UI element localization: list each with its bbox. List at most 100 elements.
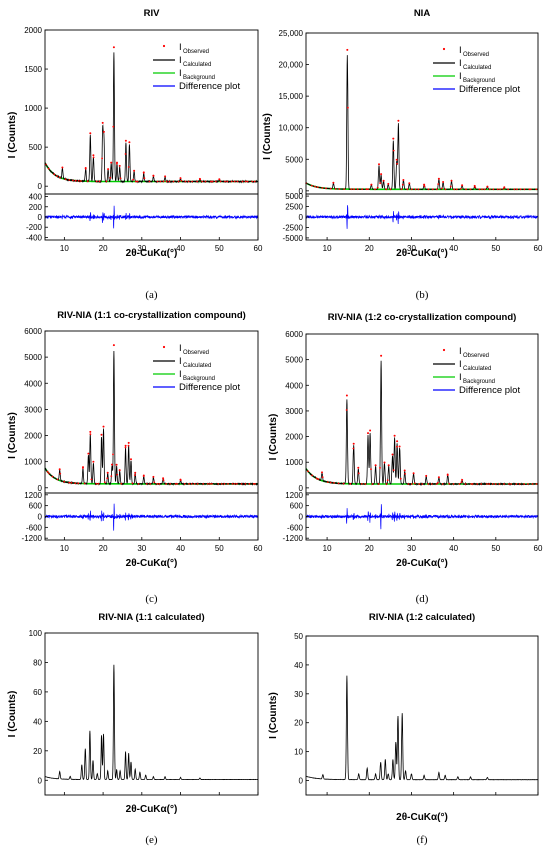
chart-panel-d: RIV-NIA (1:2 co-crystallization compound…	[268, 312, 543, 605]
plot-frame	[305, 32, 539, 195]
observed-point	[371, 483, 374, 485]
observed-point	[401, 183, 404, 186]
observed-point	[174, 483, 177, 485]
y-tick-label: 60	[33, 688, 42, 697]
observed-point	[519, 188, 522, 191]
observed-point	[152, 175, 155, 177]
observed-point	[529, 188, 532, 191]
observed-point	[86, 180, 89, 183]
observed-point	[392, 137, 395, 140]
observed-point	[460, 481, 463, 483]
chart-title: RIV	[144, 8, 161, 19]
observed-point	[455, 188, 458, 191]
observed-point	[135, 180, 137, 183]
panel-caption: (a)	[145, 289, 158, 301]
diff-y-tick-label: -5000	[283, 234, 304, 243]
y-tick-label: 2000	[285, 433, 303, 442]
observed-point	[233, 483, 236, 485]
legend-difference-label: Difference plot	[459, 385, 520, 396]
chart-title: RIV-NIA (1:1 calculated)	[98, 612, 204, 623]
legend-observed-marker	[162, 44, 166, 48]
observed-point	[158, 483, 161, 485]
observed-point	[90, 478, 93, 481]
observed-point	[516, 188, 518, 191]
y-tick-label: 2000	[24, 432, 42, 441]
observed-point	[404, 473, 406, 475]
observed-point	[461, 184, 464, 187]
observed-point	[56, 175, 58, 178]
observed-point	[437, 183, 440, 186]
observed-point	[403, 469, 406, 472]
plot-frame	[44, 330, 259, 494]
panel-caption: (d)	[416, 593, 429, 605]
observed-point	[333, 482, 335, 484]
observed-point	[385, 483, 388, 485]
observed-point	[430, 483, 433, 485]
observed-point	[227, 483, 229, 485]
observed-point	[191, 180, 194, 183]
observed-point	[383, 461, 386, 464]
observed-point	[119, 177, 122, 180]
observed-point	[116, 473, 119, 476]
observed-point	[345, 394, 348, 397]
observed-point	[74, 482, 77, 485]
observed-point	[209, 483, 211, 485]
observed-point	[168, 180, 171, 183]
observed-point	[97, 482, 100, 485]
observed-point	[321, 476, 324, 479]
observed-point	[435, 483, 438, 485]
observed-point	[134, 471, 137, 474]
observed-point	[446, 474, 449, 476]
diff-y-tick-label: -1200	[22, 534, 43, 543]
y-tick-label: 1500	[24, 65, 42, 74]
observed-point	[417, 188, 420, 191]
observed-point	[100, 433, 103, 436]
observed-point	[325, 187, 327, 190]
observed-point	[56, 478, 59, 481]
y-tick-label: 50	[294, 632, 303, 641]
y-tick-label: 5000	[285, 356, 303, 365]
plot-frame	[44, 632, 259, 796]
legend-calculated-sub: Calculated	[183, 62, 211, 68]
observed-point	[115, 463, 118, 466]
observed-point	[98, 180, 101, 183]
x-tick-label: 50	[491, 244, 500, 253]
observed-point	[169, 483, 172, 485]
observed-point	[124, 153, 127, 155]
x-axis-label: 2θ-CuKα(°)	[126, 558, 178, 569]
observed-point	[392, 149, 395, 152]
observed-point	[156, 180, 159, 183]
y-axis-label: I (Counts)	[268, 692, 279, 739]
observed-point	[165, 180, 168, 183]
observed-point	[214, 180, 217, 183]
y-tick-label: 1000	[24, 458, 42, 467]
observed-point	[427, 188, 430, 191]
legend-difference-label: Difference plot	[459, 84, 520, 95]
observed-point	[391, 453, 394, 456]
observed-point	[127, 444, 130, 447]
observed-point	[518, 483, 521, 485]
observed-point	[89, 433, 92, 436]
observed-point	[226, 180, 229, 183]
legend-observed-sub: Observed	[463, 353, 489, 359]
observed-point	[133, 169, 136, 172]
legend-background-sub: Background	[183, 376, 215, 382]
observed-point	[427, 483, 430, 485]
observed-point	[102, 425, 105, 428]
observed-point	[510, 483, 512, 485]
observed-point	[188, 483, 190, 485]
observed-point	[496, 188, 499, 191]
x-tick-label: 50	[491, 544, 500, 553]
observed-point	[523, 483, 525, 485]
observed-point	[162, 477, 165, 480]
diff-y-tick-label: 400	[29, 193, 43, 202]
observed-point	[252, 483, 255, 485]
legend-observed-marker	[442, 348, 446, 352]
observed-point	[149, 483, 152, 485]
observed-point	[177, 180, 180, 183]
x-tick-label: 30	[407, 244, 416, 253]
observed-point	[83, 482, 86, 485]
observed-point	[465, 188, 467, 191]
observed-point	[478, 188, 481, 191]
observed-point	[47, 167, 50, 170]
